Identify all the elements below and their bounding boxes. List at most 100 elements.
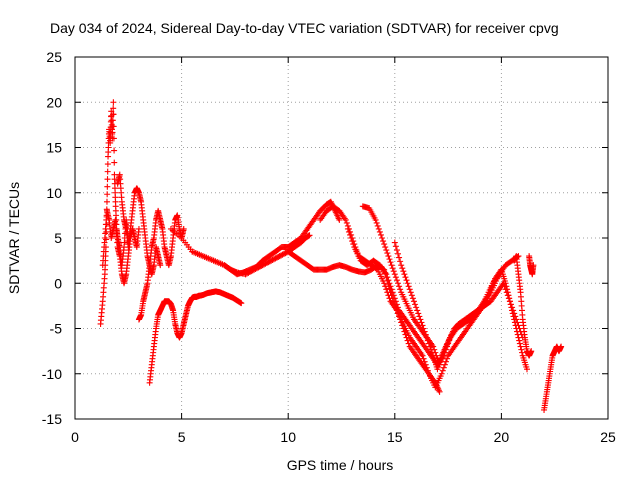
y-tick-label: 0: [54, 275, 62, 291]
data-point: [442, 358, 449, 365]
data-point: [347, 231, 354, 238]
data-point: [390, 292, 397, 299]
data-point: [388, 286, 395, 293]
data-point: [417, 316, 424, 323]
data-point: [401, 271, 408, 278]
data-point: [383, 247, 390, 254]
data-point: [397, 258, 404, 265]
data-point: [388, 262, 395, 269]
data-point: [507, 301, 514, 308]
data-point: [418, 319, 425, 326]
data-point: [390, 268, 397, 275]
data-point: [514, 328, 521, 335]
data-point: [384, 289, 391, 296]
data-point: [110, 135, 117, 142]
data-point: [382, 283, 389, 290]
y-axis-label: SDTVAR / TECUs: [6, 182, 22, 294]
data-point: [104, 191, 111, 198]
data-point: [412, 301, 419, 308]
data-point: [503, 283, 510, 290]
data-point: [396, 283, 403, 290]
data-point: [306, 232, 313, 239]
y-tick-label: -10: [42, 366, 62, 382]
data-point: [419, 352, 426, 359]
series-trace-p: [541, 343, 565, 413]
chart-title: Day 034 of 2024, Sidereal Day-to-day VTE…: [50, 20, 559, 36]
data-point: [375, 225, 382, 232]
data-point: [385, 253, 392, 260]
series-trace-m: [391, 239, 530, 373]
data-point: [514, 331, 521, 338]
data-point: [509, 307, 516, 314]
data-point: [391, 239, 398, 246]
data-point: [104, 183, 111, 190]
data-point: [342, 216, 349, 223]
data-point: [372, 216, 379, 223]
data-point: [530, 262, 537, 269]
data-point: [382, 244, 389, 251]
data-point: [394, 250, 401, 257]
x-tick-label: 20: [494, 429, 510, 445]
data-point: [519, 349, 526, 356]
data-point: [509, 310, 516, 317]
y-tick-label: 25: [46, 49, 62, 65]
y-tick-label: 20: [46, 94, 62, 110]
grid-lines: [75, 57, 608, 419]
data-point: [383, 286, 390, 293]
data-point: [377, 231, 384, 238]
data-point: [413, 304, 420, 311]
data-point: [421, 328, 428, 335]
data-point: [373, 219, 380, 226]
data-point: [387, 259, 394, 266]
data-point: [386, 280, 393, 287]
x-tick-label: 5: [178, 429, 186, 445]
series-trace-h: [195, 288, 245, 307]
data-point: [348, 235, 355, 241]
x-tick-label: 0: [71, 429, 79, 445]
data-point: [384, 250, 391, 257]
data-point: [407, 289, 414, 296]
data-point: [508, 304, 515, 311]
data-point: [386, 295, 393, 302]
data-point: [385, 292, 392, 299]
data-point: [419, 322, 426, 329]
data-point: [104, 161, 111, 168]
y-tick-label: -5: [50, 321, 63, 337]
data-point: [424, 337, 431, 344]
data-point: [420, 325, 427, 332]
series-trace-n: [511, 253, 535, 359]
data-point: [389, 265, 396, 272]
data-point: [104, 176, 111, 183]
data-point: [104, 168, 111, 175]
data-point: [392, 298, 399, 305]
series-trace-o: [526, 253, 537, 278]
data-point: [506, 298, 513, 305]
data-point: [424, 367, 431, 374]
data-point: [238, 300, 245, 307]
data-point: [399, 265, 406, 272]
data-point: [513, 325, 520, 332]
data-point: [380, 238, 387, 245]
data-point: [109, 129, 116, 136]
data-point: [515, 334, 522, 341]
data-point: [511, 316, 518, 323]
data-point: [180, 225, 187, 232]
series-trace-b: [99, 207, 142, 287]
data-point: [386, 256, 393, 263]
data-point: [376, 228, 383, 235]
y-tick-label: 15: [46, 140, 62, 156]
data-point: [425, 340, 432, 347]
data-point: [406, 286, 413, 293]
data-point: [374, 222, 381, 229]
data-point: [393, 301, 400, 308]
data-point: [405, 340, 412, 347]
data-point: [393, 247, 400, 254]
data-point: [403, 277, 410, 284]
data-point: [157, 262, 164, 269]
data-point: [409, 295, 416, 302]
data-point: [391, 295, 398, 302]
data-point: [400, 268, 407, 275]
data-point: [394, 304, 401, 311]
data-point: [510, 313, 517, 320]
data-point: [523, 366, 530, 373]
